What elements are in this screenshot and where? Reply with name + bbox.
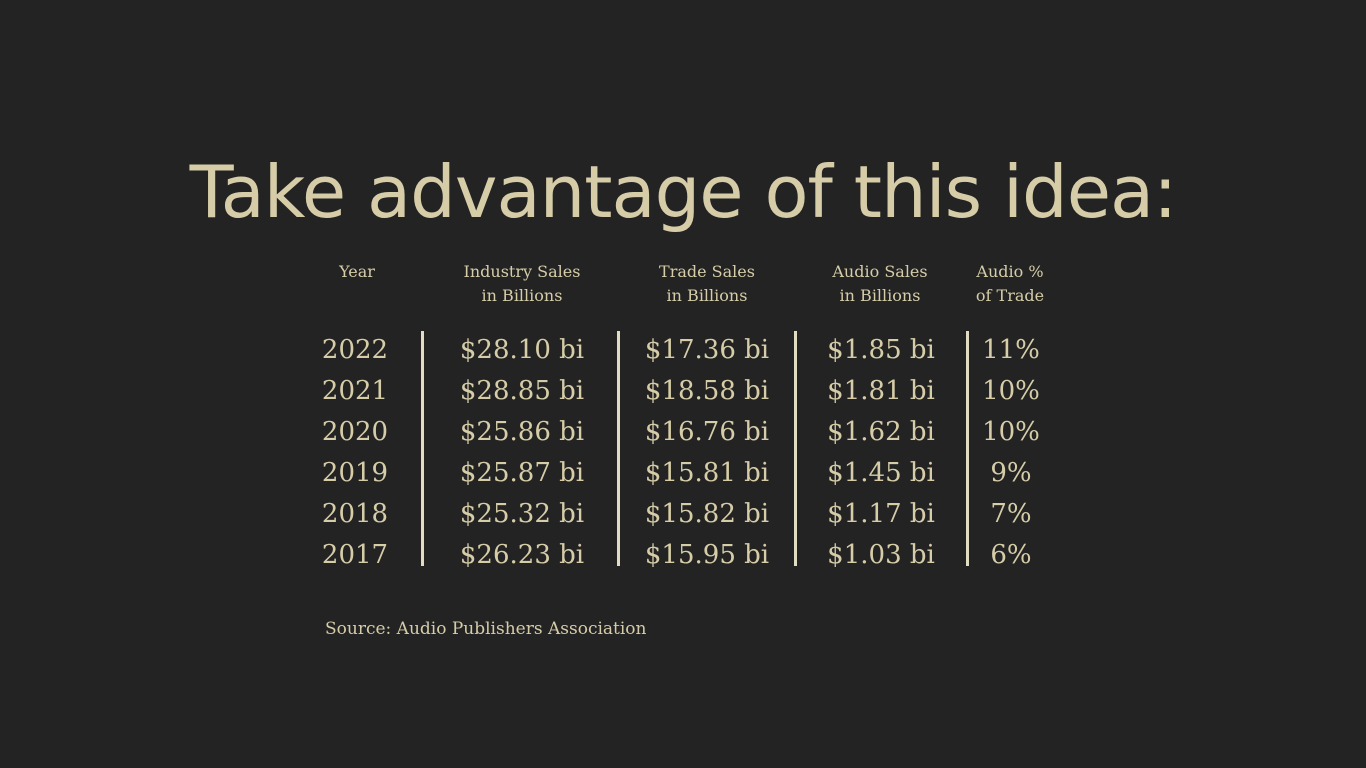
header-trade-sales: Trade Sales in Billions xyxy=(637,260,777,308)
audio-percent-cell: 11% xyxy=(982,335,1040,365)
audio-percent-cell: 7% xyxy=(990,499,1032,529)
header-industry-line2: in Billions xyxy=(481,286,563,305)
audio-sales-cell: $1.81 bi xyxy=(827,376,935,406)
industry-sales-cell: $25.86 bi xyxy=(459,417,585,447)
audio-percent-column: 11% 10% 10% 9% 7% 6% xyxy=(975,330,1047,576)
audio-sales-column: $1.85 bi $1.81 bi $1.62 bi $1.45 bi $1.1… xyxy=(810,330,952,576)
year-cell: 2022 xyxy=(321,335,389,365)
audio-sales-cell: $1.85 bi xyxy=(827,335,935,365)
header-audio-percent: Audio % of Trade xyxy=(964,260,1056,308)
column-divider xyxy=(617,331,620,566)
column-divider xyxy=(421,331,424,566)
header-audio-line2: in Billions xyxy=(839,286,921,305)
industry-sales-column: $28.10 bi $28.85 bi $25.86 bi $25.87 bi … xyxy=(437,330,607,576)
industry-sales-cell: $25.32 bi xyxy=(459,499,585,529)
industry-sales-cell: $25.87 bi xyxy=(459,458,585,488)
header-industry-sales: Industry Sales in Billions xyxy=(447,260,597,308)
header-audio-line1: Audio Sales xyxy=(832,262,928,281)
trade-sales-cell: $17.36 bi xyxy=(644,335,770,365)
header-industry-line1: Industry Sales xyxy=(463,262,581,281)
header-percent-line1: Audio % xyxy=(976,262,1044,281)
audio-sales-cell: $1.45 bi xyxy=(827,458,935,488)
year-cell: 2017 xyxy=(321,540,389,570)
source-note: Source: Audio Publishers Association xyxy=(325,619,647,639)
header-trade-line1: Trade Sales xyxy=(659,262,755,281)
trade-sales-cell: $18.58 bi xyxy=(644,376,770,406)
year-cell: 2021 xyxy=(321,376,389,406)
audio-percent-cell: 10% xyxy=(982,376,1040,406)
year-column: 2022 2021 2020 2019 2018 2017 xyxy=(312,330,398,576)
audio-percent-cell: 6% xyxy=(990,540,1032,570)
header-audio-sales: Audio Sales in Billions xyxy=(815,260,945,308)
trade-sales-cell: $16.76 bi xyxy=(644,417,770,447)
header-year: Year xyxy=(317,260,397,284)
year-cell: 2018 xyxy=(321,499,389,529)
header-year-line1: Year xyxy=(339,262,375,281)
trade-sales-cell: $15.95 bi xyxy=(644,540,770,570)
year-cell: 2019 xyxy=(321,458,389,488)
industry-sales-cell: $26.23 bi xyxy=(459,540,585,570)
column-divider xyxy=(794,331,797,566)
year-cell: 2020 xyxy=(321,417,389,447)
header-percent-line2: of Trade xyxy=(975,286,1045,305)
trade-sales-column: $17.36 bi $18.58 bi $16.76 bi $15.81 bi … xyxy=(622,330,792,576)
trade-sales-cell: $15.82 bi xyxy=(644,499,770,529)
header-trade-line2: in Billions xyxy=(666,286,748,305)
audio-sales-cell: $1.17 bi xyxy=(827,499,935,529)
column-divider xyxy=(966,331,969,566)
audio-percent-cell: 10% xyxy=(982,417,1040,447)
audio-sales-cell: $1.03 bi xyxy=(827,540,935,570)
audio-sales-cell: $1.62 bi xyxy=(827,417,935,447)
page-title: Take advantage of this idea: xyxy=(189,150,1178,234)
industry-sales-cell: $28.10 bi xyxy=(459,335,585,365)
industry-sales-cell: $28.85 bi xyxy=(459,376,585,406)
audio-percent-cell: 9% xyxy=(990,458,1032,488)
trade-sales-cell: $15.81 bi xyxy=(644,458,770,488)
